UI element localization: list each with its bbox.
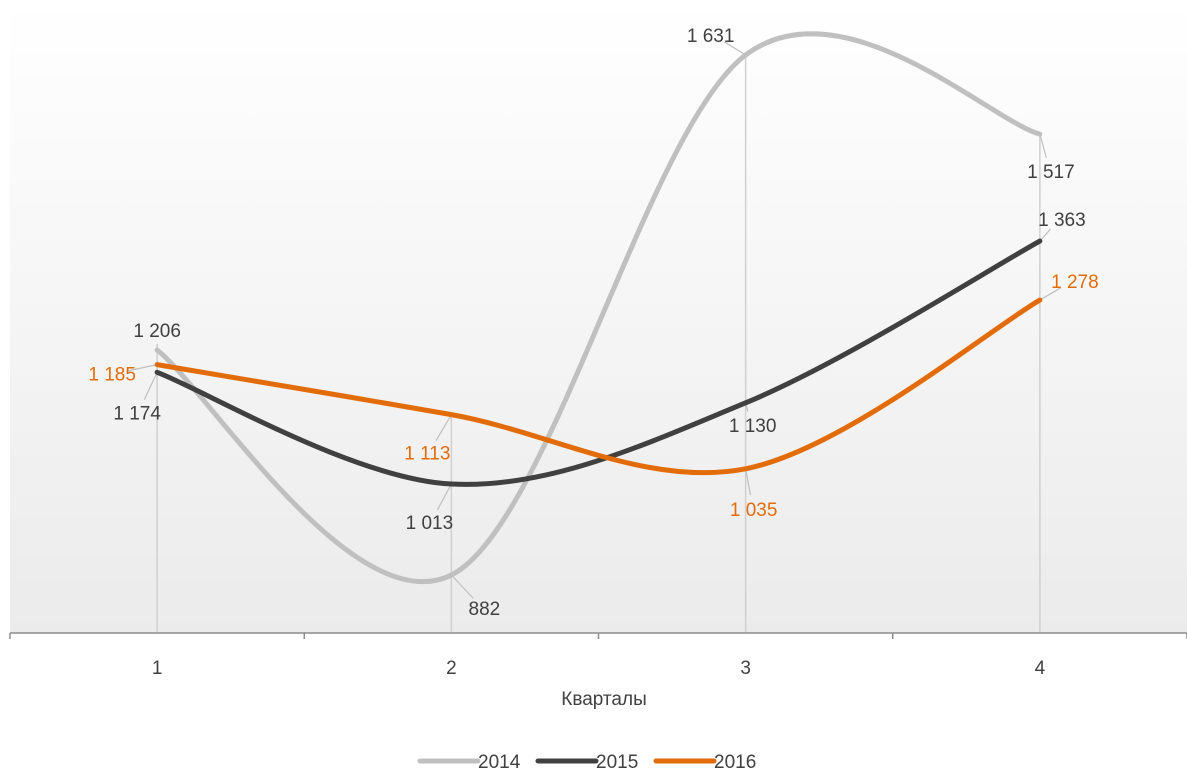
leader-line [436, 483, 452, 511]
legend-label-2016: 2016 [714, 752, 756, 773]
legend-label-2014: 2014 [478, 752, 521, 773]
leader-line [143, 372, 158, 401]
leader-line [450, 574, 474, 599]
leader-line [127, 364, 158, 372]
data-label-2014-3: 1 631 [687, 26, 735, 47]
x-axis: 1 2 3 4 [9, 632, 1187, 679]
series-line-2014 [154, 31, 1043, 585]
data-label-2014-2: 882 [469, 599, 501, 620]
data-labels: 1 206 882 1 631 1 517 1 174 1 013 1 130 1 363 1 … [88, 26, 1098, 620]
data-label-2016-2: 1 113 [404, 444, 450, 465]
leader-line [1039, 228, 1052, 242]
leader-line [724, 41, 746, 56]
data-label-2015-1: 1 174 [113, 403, 161, 424]
data-label-2014-1: 1 206 [133, 321, 181, 342]
series-lines [154, 31, 1043, 585]
x-tick-label-2: 2 [446, 658, 457, 679]
x-tick-label-4: 4 [1035, 658, 1046, 679]
leader-lines [127, 41, 1062, 599]
leader-line [745, 468, 752, 496]
leader-line [435, 414, 452, 442]
drop-lines [156, 55, 1041, 633]
legend: 2014 2015 2016 [417, 752, 756, 773]
data-label-2014-4: 1 517 [1027, 162, 1075, 183]
data-label-2015-3: 1 130 [729, 416, 777, 437]
data-label-2016-4: 1 278 [1051, 272, 1099, 293]
leader-line [1039, 133, 1047, 158]
x-axis-title: Кварталы [561, 689, 646, 710]
leader-line [1039, 287, 1062, 301]
data-label-2015-2: 1 013 [406, 513, 454, 534]
x-tick-label-3: 3 [740, 658, 751, 679]
legend-label-2015: 2015 [596, 752, 638, 773]
data-label-2016-1: 1 185 [88, 365, 136, 386]
x-tick-label-1: 1 [152, 658, 163, 679]
data-label-2015-4: 1 363 [1038, 210, 1086, 231]
data-label-2016-3: 1 035 [730, 500, 778, 521]
series-line-2016 [154, 297, 1043, 476]
